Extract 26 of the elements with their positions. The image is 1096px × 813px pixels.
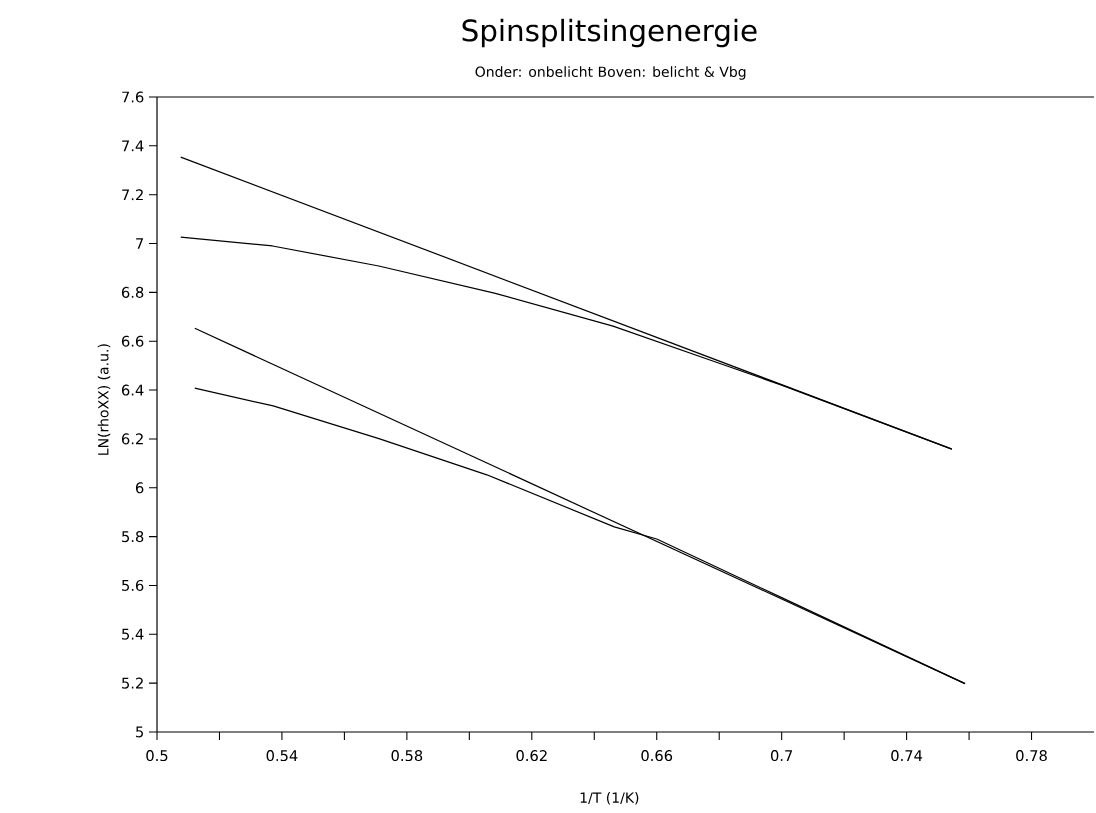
y-tick-label: 7 <box>136 238 144 249</box>
x-tick-label: 0.74 <box>891 750 923 762</box>
x-axis-title: 1/T (1/K) <box>580 792 639 805</box>
chart-title: Spinsplitsingenergie <box>462 18 757 48</box>
y-tick-label: 7.6 <box>122 91 144 103</box>
y-tick-label: 5.8 <box>122 531 144 543</box>
y-tick-label: 6.8 <box>122 286 144 298</box>
y-tick-label: 7.4 <box>122 140 144 152</box>
x-tick-label: 0.54 <box>266 750 298 762</box>
y-tick-label: 5.2 <box>122 677 143 689</box>
x-tick-label: 0.66 <box>641 750 673 762</box>
x-tick-label: 0.5 <box>146 750 168 762</box>
y-tick-label: 6 <box>135 482 144 494</box>
y-tick-label: 5.6 <box>122 579 144 591</box>
x-tick-label: 0.62 <box>516 750 547 762</box>
y-axis-title: LN(rhoXX) (a.u.) <box>97 344 111 455</box>
y-tick-label: 6.2 <box>122 433 143 445</box>
y-tick-label: 5.4 <box>122 628 144 640</box>
y-tick-label: 6.4 <box>122 384 144 396</box>
x-tick-label: 0.58 <box>391 750 423 762</box>
y-tick-label: 7.2 <box>122 189 143 201</box>
chart-subtitle: Onder: onbelicht Boven: belicht & Vbg <box>475 66 746 80</box>
x-tick-label: 0.78 <box>1016 750 1047 762</box>
y-tick-label: 5 <box>136 726 144 738</box>
x-tick-label: 0.7 <box>770 750 793 762</box>
y-tick-label: 6.6 <box>122 335 144 347</box>
